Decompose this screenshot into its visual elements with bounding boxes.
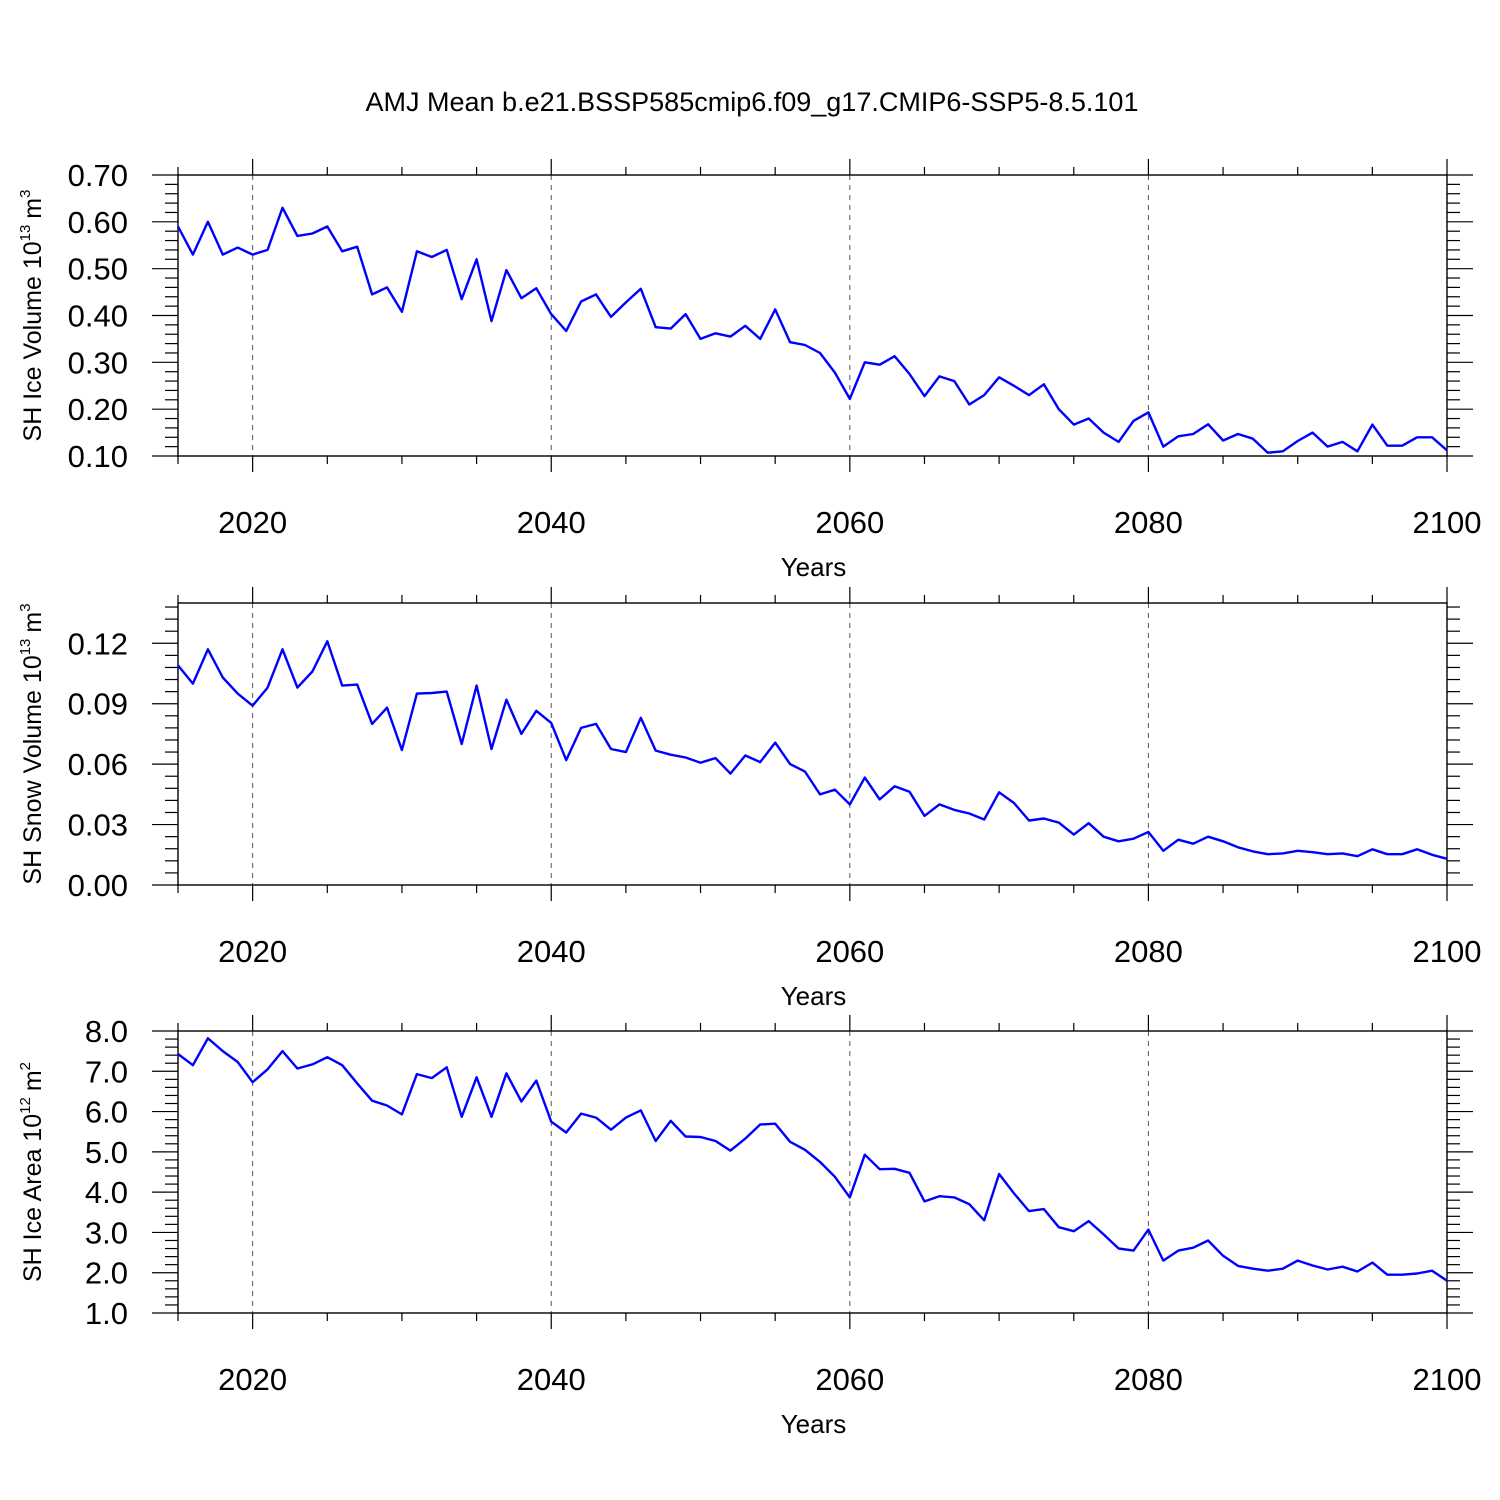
plot-frame [177, 602, 1448, 886]
y-tick-label: 8.0 [85, 1014, 128, 1049]
y-tick-label: 5.0 [85, 1135, 128, 1170]
x-tick-label: 2040 [517, 505, 586, 540]
x-tick-label: 2080 [1114, 1362, 1183, 1397]
y-axis-label-text: SH Ice Volume 10 [19, 241, 47, 441]
x-tick-label: 2100 [1413, 934, 1482, 969]
y-axis-label-exponent: 13 [17, 225, 34, 242]
y-tick-label: 0.70 [68, 158, 128, 193]
x-tick-label: 2020 [218, 934, 287, 969]
x-tick-label: 2040 [517, 934, 586, 969]
x-tick-label: 2080 [1114, 934, 1183, 969]
x-axis-label: Years [781, 1409, 847, 1439]
y-tick-label: 0.03 [68, 808, 128, 843]
y-tick-label: 3.0 [85, 1215, 128, 1250]
x-tick-label: 2020 [218, 505, 287, 540]
x-tick-label: 2020 [218, 1362, 287, 1397]
y-tick-label: 0.09 [68, 687, 128, 722]
plot-frame [177, 1030, 1448, 1314]
y-axis-label-unit: m [19, 612, 47, 633]
plot-frame [177, 174, 1448, 457]
y-axis-label-unit-exponent: 3 [17, 190, 34, 198]
y-tick-label: 0.00 [68, 868, 128, 903]
y-tick-label: 1.0 [85, 1296, 128, 1331]
x-axis-label: Years [781, 981, 847, 1011]
y-tick-label: 0.06 [68, 747, 128, 782]
y-axis-label-text: SH Ice Area 10 [19, 1114, 47, 1282]
y-tick-label: 0.20 [68, 392, 128, 427]
y-tick-label: 0.10 [68, 439, 128, 474]
y-axis-label-unit: m [19, 1070, 47, 1091]
y-axis-label-exponent: 12 [17, 1097, 34, 1114]
series-line [177, 640, 1448, 860]
y-axis-label-unit-exponent: 3 [17, 603, 34, 611]
y-tick-label: 0.12 [68, 626, 128, 661]
y-tick-label: 7.0 [85, 1054, 128, 1089]
x-axis-label: Years [781, 552, 847, 582]
y-tick-label: 0.50 [68, 252, 128, 287]
y-axis-label-unit: m [19, 198, 47, 219]
y-tick-label: 0.30 [68, 345, 128, 380]
x-tick-label: 2100 [1413, 1362, 1482, 1397]
y-axis-label-text: SH Snow Volume 10 [19, 655, 47, 884]
series-line [176, 206, 1448, 454]
y-tick-label: 4.0 [85, 1175, 128, 1210]
panel-1: 2020 2040 2060 2080 2100 Years 0.10 0.20 0.30 0.4… [17, 158, 1481, 582]
y-tick-label: 0.40 [68, 299, 128, 334]
x-tick-label: 2060 [815, 1362, 884, 1397]
y-axis-label-exponent: 13 [17, 639, 34, 656]
x-tick-label: 2060 [815, 934, 884, 969]
x-tick-label: 2040 [517, 1362, 586, 1397]
panel-2: 2020 2040 2060 2080 2100 Years 0.00 0.03 0.06 0.0… [17, 587, 1481, 1011]
x-tick-label: 2060 [815, 505, 884, 540]
y-axis-label: SH Snow Volume 1013 m3 [17, 603, 47, 884]
figure-title: AMJ Mean b.e21.BSSP585cmip6.f09_g17.CMIP… [366, 87, 1139, 117]
panel-3: 2020 2040 2060 2080 2100 Years 1.0 2.0 3.0 4.0 5.0… [17, 1014, 1481, 1439]
y-tick-label: 2.0 [85, 1256, 128, 1291]
y-tick-label: 0.60 [68, 205, 128, 240]
x-tick-label: 2100 [1413, 505, 1482, 540]
y-axis-label: SH Ice Volume 1013 m3 [17, 190, 47, 442]
y-tick-label: 6.0 [85, 1095, 128, 1130]
y-axis-label: SH Ice Area 1012 m2 [17, 1062, 47, 1282]
y-axis-label-unit-exponent: 2 [17, 1062, 34, 1070]
series-line [177, 1037, 1448, 1282]
x-tick-label: 2080 [1114, 505, 1183, 540]
